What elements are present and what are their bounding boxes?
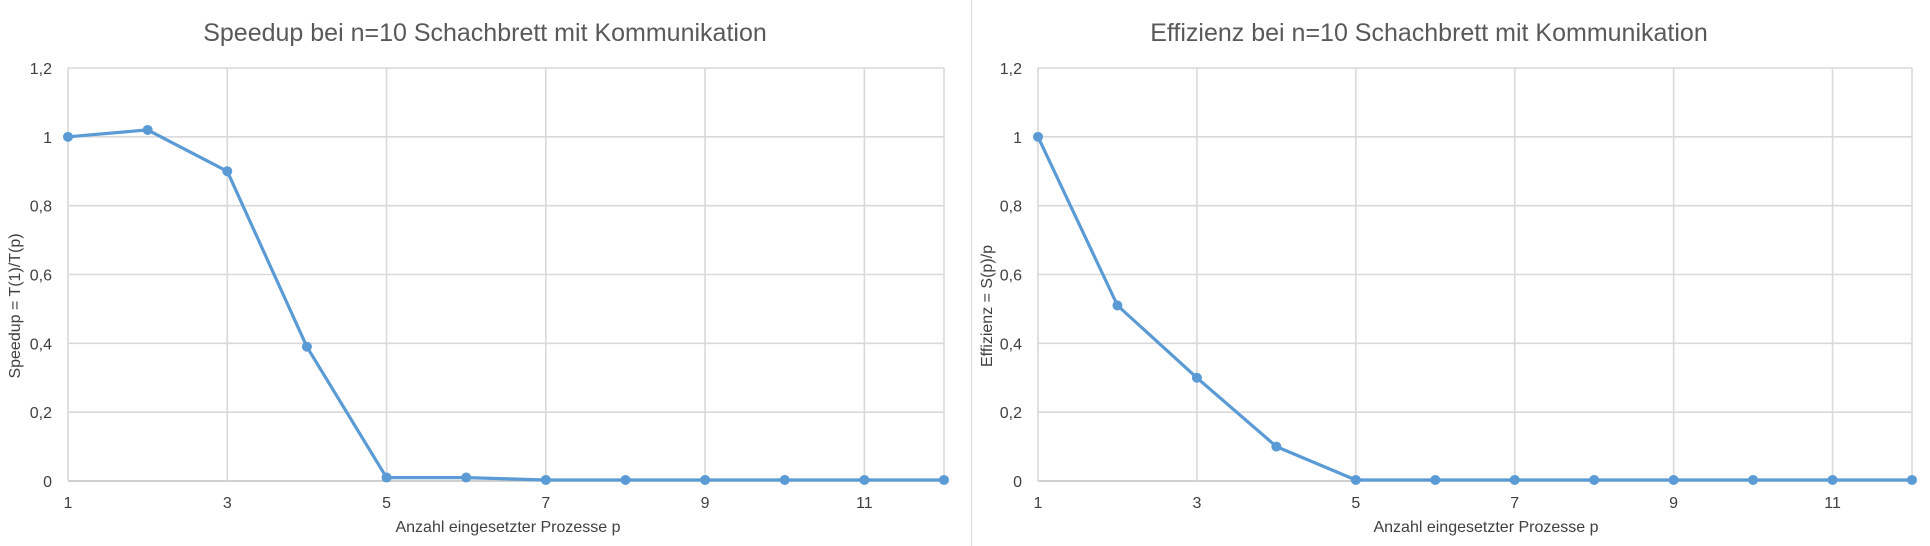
data-point: [1033, 131, 1043, 142]
data-point: [1350, 474, 1361, 485]
y-tick-label: 0,4: [1000, 336, 1022, 353]
data-point: [1827, 474, 1838, 485]
tick-labels: 0 0,2 0,4 0,6 0,8 1 1,2 1 3 5 7 9 11: [1000, 61, 1841, 512]
y-tick-label: 0,4: [30, 336, 52, 353]
data-point: [620, 474, 631, 485]
x-tick-label: 5: [1351, 495, 1360, 512]
x-tick-label: 5: [382, 495, 391, 512]
data-point: [1112, 300, 1123, 311]
data-point: [381, 472, 392, 483]
series-marks: [63, 124, 949, 485]
data-point: [1509, 474, 1520, 485]
y-tick-label: 0,6: [1000, 268, 1022, 285]
data-point: [1907, 474, 1917, 485]
data-point: [700, 474, 711, 485]
series-line: [66, 128, 946, 482]
speedup-chart: Speedup bei n=10 Schachbrett mit Kommuni…: [7, 19, 949, 536]
y-tick-label: 0,8: [30, 199, 52, 216]
x-axis-title: Anzahl eingesetzter Prozesse p: [395, 519, 620, 536]
chart-title: Effizienz bei n=10 Schachbrett mit Kommu…: [1150, 19, 1707, 47]
y-tick-label: 0,8: [1000, 199, 1022, 216]
efficiency-chart: Effizienz bei n=10 Schachbrett mit Kommu…: [979, 19, 1917, 536]
gridlines: [1037, 67, 1913, 482]
data-point: [301, 341, 312, 352]
data-point: [939, 474, 949, 485]
y-tick-label: 1: [1013, 130, 1022, 147]
data-point: [1589, 474, 1600, 485]
data-point: [63, 131, 73, 142]
x-tick-label: 7: [541, 495, 550, 512]
x-tick-label: 7: [1510, 495, 1519, 512]
chart-title: Speedup bei n=10 Schachbrett mit Kommuni…: [203, 19, 767, 47]
tick-labels: 0 0,2 0,4 0,6 0,8 1 1,2 1 3 5 7 9 11: [30, 61, 873, 512]
x-tick-label: 1: [1034, 495, 1043, 512]
y-tick-label: 0,2: [30, 405, 52, 422]
gridlines: [67, 67, 945, 482]
x-tick-label: 3: [1192, 495, 1201, 512]
data-point: [142, 124, 153, 135]
panel-divider: [971, 0, 972, 546]
data-point: [779, 474, 790, 485]
x-tick-label: 9: [701, 495, 710, 512]
y-tick-label: 1,2: [1000, 61, 1022, 78]
y-tick-label: 0,2: [1000, 405, 1022, 422]
x-tick-label: 11: [1824, 495, 1841, 512]
y-tick-label: 1: [43, 130, 52, 147]
y-tick-label: 0,6: [30, 268, 52, 285]
data-point: [1668, 474, 1679, 485]
data-point: [1748, 474, 1759, 485]
data-point: [461, 472, 472, 483]
data-point: [859, 474, 870, 485]
y-axis-title: Effizienz = S(p)/p: [979, 245, 996, 367]
data-point: [222, 166, 233, 177]
data-point: [1271, 441, 1282, 452]
y-axis-title: Speedup = T(1)/T(p): [7, 233, 24, 378]
data-point: [540, 474, 551, 485]
x-axis-title: Anzahl eingesetzter Prozesse p: [1373, 519, 1598, 536]
data-point: [1430, 474, 1441, 485]
y-tick-label: 0: [1013, 474, 1022, 491]
data-point: [1191, 372, 1202, 383]
y-tick-label: 1,2: [30, 61, 52, 78]
y-tick-label: 0: [43, 474, 52, 491]
x-tick-label: 1: [64, 495, 73, 512]
x-tick-label: 9: [1669, 495, 1678, 512]
x-tick-label: 11: [856, 495, 873, 512]
series-marks: [1033, 131, 1917, 485]
x-tick-label: 3: [223, 495, 232, 512]
series-line: [1036, 135, 1914, 482]
